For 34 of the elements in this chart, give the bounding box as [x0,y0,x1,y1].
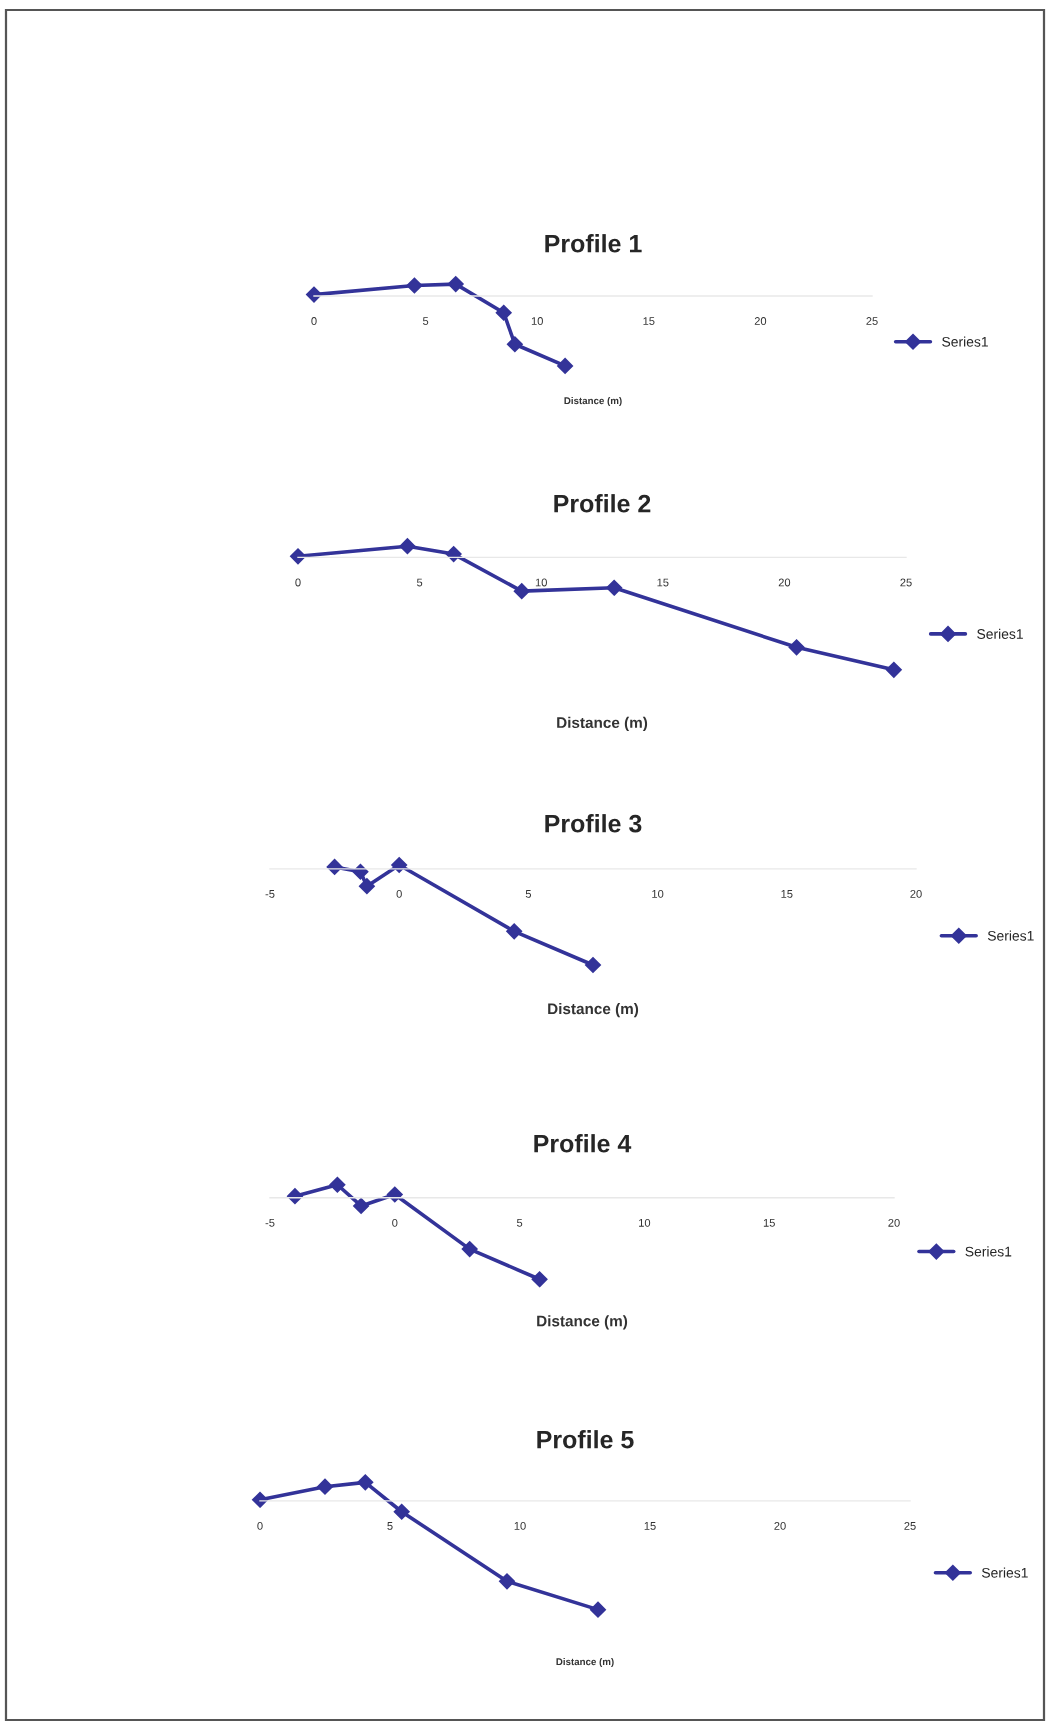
point [606,579,623,596]
chart-title: Profile 3 [545,814,642,833]
point [393,1503,410,1520]
chart-title: Profile 5 [537,1430,634,1449]
point [252,1491,268,1508]
chart-title: Profile 1 [545,234,642,253]
point [447,276,464,293]
point [590,1601,606,1618]
chart-title: Profile 4 [534,1134,632,1153]
point [352,863,369,880]
point [386,1186,403,1203]
point [287,1188,303,1205]
point [506,336,523,353]
point [399,538,416,555]
point [329,1176,346,1193]
point [290,548,306,565]
chart-title: Profile 2 [554,494,651,513]
point [391,857,408,873]
point [317,1478,333,1495]
point [557,357,574,374]
point [495,304,512,321]
point [788,639,805,656]
point [513,583,530,600]
point [406,277,423,294]
point [358,878,375,895]
point [499,1573,515,1590]
point [353,1198,370,1214]
point [506,923,523,940]
point [357,1474,374,1491]
point [461,1241,478,1258]
point [585,957,601,973]
point [445,546,462,562]
point [531,1271,548,1288]
point [885,661,902,678]
